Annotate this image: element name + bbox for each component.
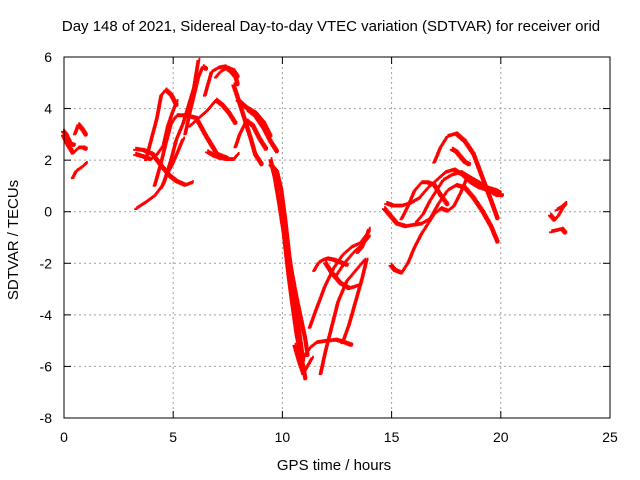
y-tick-label: 6 xyxy=(44,49,52,65)
data-series-arc-07-01 xyxy=(233,118,268,151)
data-point-markers xyxy=(152,113,229,187)
data-series-arc-11-02 xyxy=(318,257,367,376)
data-series-arc-12-01 xyxy=(323,260,360,290)
data-point-markers xyxy=(246,108,279,154)
plot-frame xyxy=(63,56,611,419)
data-point-markers xyxy=(318,257,367,376)
data-point-markers xyxy=(233,118,268,151)
data-point-markers xyxy=(323,260,360,290)
y-tick-label: 4 xyxy=(44,101,52,117)
data-series-arc-22-01 xyxy=(549,226,568,235)
y-tick-label: -6 xyxy=(40,358,53,374)
data-series-arc-05-00 xyxy=(183,64,208,136)
data-point-markers xyxy=(414,170,502,223)
data-point-markers xyxy=(159,136,185,190)
data-point-markers xyxy=(292,342,314,376)
data-point-markers xyxy=(286,247,310,357)
tick-marks-layer xyxy=(63,56,611,419)
data-point-markers xyxy=(213,65,240,79)
y-axis-label: SDTVAR / TECUs xyxy=(5,180,22,300)
data-series-arc-10-01 xyxy=(292,342,314,376)
data-series-arc-17-01 xyxy=(449,146,472,167)
data-series-arc-00-02 xyxy=(73,122,88,137)
data-series-arc-17-00 xyxy=(432,131,500,221)
data-series-arc-08-01 xyxy=(246,108,279,154)
data-point-markers xyxy=(73,122,88,137)
tick-labels-layer: 0 5 10 15 20 25 -8 -6 -4 -2 0 2 4 6 xyxy=(40,49,618,445)
data-series-arc-15-00 xyxy=(388,175,469,275)
data-series-arc-00-03 xyxy=(70,161,88,180)
data-point-markers xyxy=(187,97,238,128)
data-series-arc-06-01 xyxy=(205,149,240,161)
data-series-arc-06-02 xyxy=(213,65,240,79)
x-tick-label: 15 xyxy=(384,429,400,445)
data-point-markers xyxy=(554,201,568,212)
data-point-markers xyxy=(183,64,208,136)
x-tick-label: 25 xyxy=(602,429,618,445)
data-point-markers xyxy=(340,257,369,345)
y-tick-label: 2 xyxy=(44,152,52,168)
data-point-markers xyxy=(432,131,500,221)
data-series-arc-11-00 xyxy=(307,229,371,329)
x-tick-label: 0 xyxy=(60,429,68,445)
x-tick-label: 5 xyxy=(169,429,177,445)
y-tick-label: 0 xyxy=(44,204,52,220)
data-series-arc-16-00 xyxy=(414,170,502,223)
data-point-markers xyxy=(307,229,371,329)
data-point-markers xyxy=(70,161,88,180)
grid-lines xyxy=(64,57,610,418)
plot-frame-layer xyxy=(63,56,611,419)
data-series-arc-04-00 xyxy=(144,87,179,161)
data-series-arc-13-00 xyxy=(340,257,369,345)
x-axis-label: GPS time / hours xyxy=(277,457,391,474)
data-point-markers xyxy=(449,146,472,167)
data-point-markers xyxy=(205,149,240,161)
data-series-arc-04-02 xyxy=(159,136,185,190)
chart-title: Day 148 of 2021, Sidereal Day-to-day VTE… xyxy=(62,18,600,35)
data-series-layer xyxy=(61,57,568,381)
data-series-arc-00-01 xyxy=(61,128,76,147)
data-point-markers xyxy=(61,128,76,147)
y-tick-label: -4 xyxy=(40,307,53,323)
y-tick-label: -8 xyxy=(40,410,53,426)
data-series-arc-04-01 xyxy=(152,113,229,187)
data-point-markers xyxy=(355,226,371,254)
data-point-markers xyxy=(388,175,469,275)
data-series-arc-22-02 xyxy=(554,201,568,212)
data-series-arc-13-01 xyxy=(355,226,371,254)
y-tick-label: -2 xyxy=(40,255,53,271)
x-tick-label: 20 xyxy=(493,429,509,445)
data-point-markers xyxy=(144,87,179,161)
data-point-markers xyxy=(549,226,568,235)
x-tick-label: 10 xyxy=(275,429,291,445)
data-series-arc-05-01 xyxy=(187,97,238,128)
data-series-arc-10-00 xyxy=(286,247,310,357)
